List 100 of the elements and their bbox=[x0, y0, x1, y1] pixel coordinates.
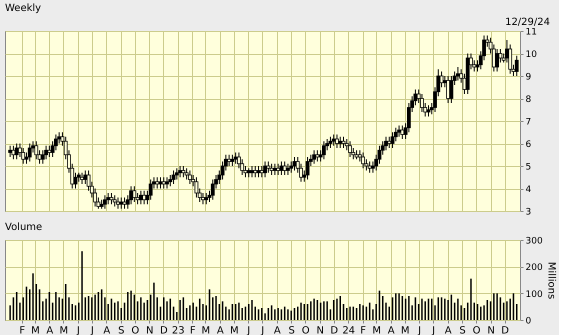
x-tick-label: O bbox=[131, 326, 140, 335]
y-tick-label: 10 bbox=[526, 50, 538, 60]
candlestick bbox=[282, 161, 287, 176]
candlestick bbox=[342, 136, 346, 148]
candlestick bbox=[168, 174, 172, 187]
y-tick-label: 100 bbox=[526, 290, 543, 300]
y-tick-label: 200 bbox=[526, 263, 543, 274]
candlestick bbox=[306, 156, 310, 180]
x-tick-label: A bbox=[216, 326, 224, 335]
x-tick-label: F bbox=[360, 326, 366, 335]
candlestick bbox=[227, 154, 232, 166]
candlestick bbox=[292, 156, 296, 171]
candlestick bbox=[132, 186, 136, 202]
candlestick bbox=[184, 168, 189, 180]
x-tick-label: 24 bbox=[342, 326, 356, 335]
candlestick bbox=[514, 55, 519, 76]
candlestick bbox=[44, 145, 48, 160]
candlestick bbox=[210, 179, 215, 200]
candlestick bbox=[80, 172, 84, 184]
candlestick bbox=[263, 161, 267, 178]
candlestick bbox=[194, 176, 198, 198]
x-tick-label: M bbox=[400, 326, 410, 335]
y-tick-label: 7 bbox=[526, 118, 532, 128]
y-tick-label: 3 bbox=[526, 208, 532, 218]
candlestick bbox=[122, 197, 126, 210]
y-tick-label: 5 bbox=[526, 162, 532, 172]
x-tick-label: A bbox=[444, 326, 452, 335]
x-tick-label: N bbox=[316, 326, 324, 335]
candlestick bbox=[204, 192, 208, 205]
candlestick bbox=[280, 161, 284, 176]
x-tick-label: N bbox=[146, 326, 154, 335]
x-tick-label: D bbox=[160, 326, 168, 335]
candlestick bbox=[276, 163, 280, 176]
candlestick bbox=[158, 176, 162, 189]
x-tick-label: O bbox=[472, 326, 481, 335]
candlestick bbox=[129, 186, 133, 205]
x-tick-label: M bbox=[201, 326, 210, 335]
candlestick bbox=[188, 170, 192, 184]
y-axis-title: Millions bbox=[546, 262, 557, 300]
candlestick bbox=[312, 150, 316, 164]
candlestick bbox=[172, 170, 176, 184]
candlestick bbox=[165, 176, 169, 189]
candlestick bbox=[12, 145, 16, 160]
candlestick bbox=[256, 166, 260, 178]
candlestick bbox=[174, 168, 179, 180]
candlestick bbox=[449, 76, 454, 104]
candlestick bbox=[446, 76, 450, 104]
candlestick bbox=[266, 161, 270, 174]
text: 12/29/24 bbox=[505, 17, 550, 28]
y-tick-label: 6 bbox=[526, 140, 532, 150]
x-tick-label: 23 bbox=[172, 326, 185, 335]
candlestick bbox=[8, 145, 12, 158]
chart-title: Weekly bbox=[5, 3, 42, 14]
candlestick bbox=[384, 136, 388, 151]
x-tick-label: A bbox=[388, 326, 395, 335]
candlestick bbox=[28, 143, 32, 162]
candlestick bbox=[335, 134, 339, 148]
candlestick bbox=[116, 197, 120, 210]
candlestick bbox=[495, 48, 500, 72]
candlestick bbox=[103, 194, 107, 210]
candlestick bbox=[361, 152, 366, 169]
x-tick-label: S bbox=[118, 326, 124, 335]
y-tick-label: 4 bbox=[526, 185, 532, 195]
x-tick-label: S bbox=[459, 326, 466, 335]
x-tick-label: D bbox=[330, 326, 338, 335]
x-tick-label: F bbox=[19, 326, 26, 335]
candlestick bbox=[289, 161, 294, 174]
candlestick bbox=[426, 104, 430, 117]
x-tick-label: S bbox=[288, 326, 295, 335]
candlestick bbox=[390, 132, 394, 148]
candlestick bbox=[440, 71, 444, 88]
y-tick-label: 300 bbox=[526, 236, 543, 246]
candlestick bbox=[230, 154, 234, 166]
candlestick bbox=[328, 136, 332, 148]
candlestick bbox=[508, 44, 512, 74]
x-tick-label: M bbox=[230, 326, 239, 335]
candlestick bbox=[148, 179, 153, 200]
candlestick bbox=[112, 194, 117, 207]
x-tick-label: A bbox=[274, 326, 281, 335]
x-tick-label: O bbox=[302, 326, 310, 335]
chart-title: Volume bbox=[5, 222, 42, 233]
candlestick bbox=[420, 94, 424, 112]
candlestick bbox=[74, 172, 78, 189]
candlestick bbox=[178, 166, 182, 178]
candlestick bbox=[348, 140, 352, 158]
candlestick bbox=[110, 192, 114, 205]
candlestick bbox=[270, 163, 274, 176]
candlestick bbox=[397, 125, 401, 138]
x-tick-label: D bbox=[501, 326, 510, 335]
y-tick-label: 11 bbox=[526, 28, 537, 38]
x-tick-label: M bbox=[31, 326, 40, 335]
candlestick bbox=[322, 140, 326, 160]
candlestick bbox=[34, 140, 38, 160]
x-tick-label: M bbox=[60, 326, 68, 335]
x-tick-label: A bbox=[46, 326, 54, 335]
y-tick-label: 0 bbox=[526, 316, 532, 326]
y-tick-label: 9 bbox=[526, 72, 532, 82]
candlestick bbox=[181, 166, 186, 178]
candlestick bbox=[286, 163, 290, 176]
x-tick-label: F bbox=[190, 326, 196, 335]
